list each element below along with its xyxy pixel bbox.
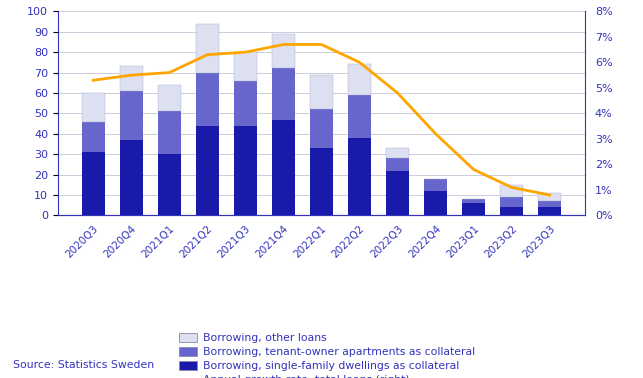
Bar (386, 148, 409, 158)
Bar (158, 112, 181, 154)
Bar (538, 193, 561, 201)
Bar (158, 85, 181, 112)
Bar (158, 154, 181, 215)
Bar (500, 185, 523, 197)
Legend: Borrowing, other loans, Borrowing, tenant-owner apartments as collateral, Borrow: Borrowing, other loans, Borrowing, tenan… (179, 333, 475, 378)
Bar (82, 122, 105, 152)
Bar (424, 179, 447, 191)
Bar (500, 207, 523, 215)
Bar (424, 191, 447, 215)
Bar (538, 207, 561, 215)
Bar (272, 68, 295, 119)
Bar (348, 138, 371, 215)
Bar (196, 125, 219, 215)
Bar (272, 34, 295, 68)
Bar (386, 170, 409, 215)
Bar (462, 199, 485, 203)
Bar (386, 158, 409, 170)
Bar (538, 201, 561, 207)
Bar (462, 203, 485, 215)
Bar (348, 64, 371, 95)
Bar (310, 148, 333, 215)
Bar (82, 93, 105, 122)
Text: Source: Statistics Sweden: Source: Statistics Sweden (13, 361, 154, 370)
Bar (120, 91, 143, 140)
Bar (196, 23, 219, 73)
Bar (196, 73, 219, 125)
Bar (234, 125, 257, 215)
Bar (82, 152, 105, 215)
Bar (234, 81, 257, 125)
Bar (500, 197, 523, 207)
Bar (310, 109, 333, 148)
Bar (120, 67, 143, 91)
Bar (310, 74, 333, 109)
Bar (272, 119, 295, 215)
Bar (120, 140, 143, 215)
Bar (234, 52, 257, 81)
Bar (348, 95, 371, 138)
